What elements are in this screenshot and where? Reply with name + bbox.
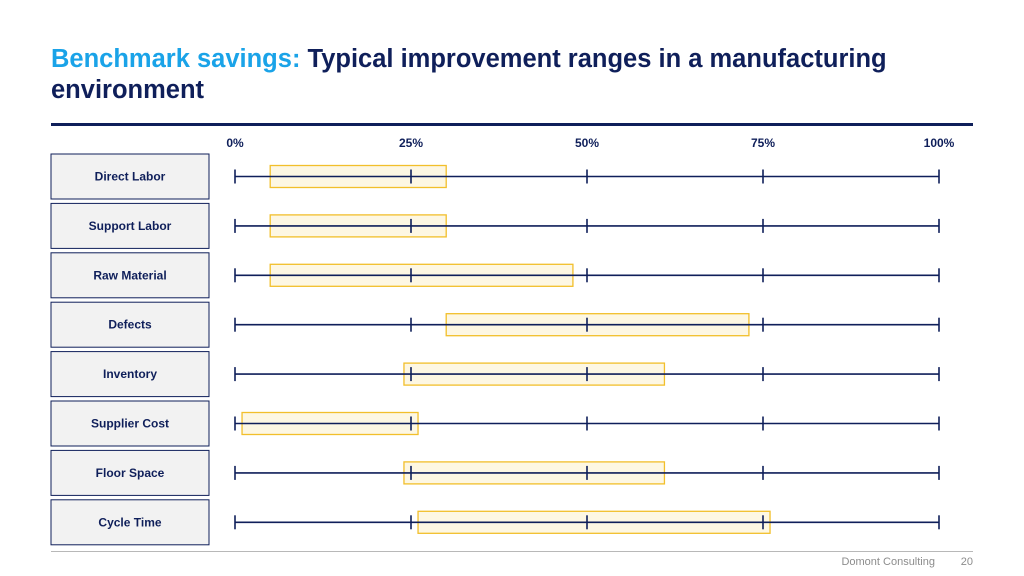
category-label: Direct Labor [95, 170, 166, 184]
category-label-box [50, 153, 210, 200]
x-tick-label: 0% [226, 136, 244, 150]
category-label: Defects [108, 318, 152, 332]
category-label: Raw Material [93, 268, 166, 282]
x-tick-label: 25% [399, 136, 423, 150]
category-label-box [50, 400, 210, 447]
footer-divider [51, 551, 973, 552]
x-tick-label: 75% [751, 136, 775, 150]
category-label-box [50, 202, 210, 249]
title-highlight: Benchmark savings: [51, 45, 301, 73]
title-rest: Typical improvement ranges in a manufact… [51, 45, 887, 104]
category-label-box [50, 252, 210, 299]
category-label: Cycle Time [98, 515, 161, 529]
category-label-box [50, 499, 210, 546]
category-label: Inventory [103, 367, 157, 381]
x-tick-label: 50% [575, 136, 599, 150]
category-label-box [50, 449, 210, 496]
category-label: Floor Space [96, 466, 165, 480]
page-number: 20 [960, 556, 973, 568]
category-label: Support Labor [89, 219, 172, 233]
page-title: Benchmark savings: Typical improvement r… [51, 44, 951, 106]
category-label-box [50, 301, 210, 348]
category-label: Supplier Cost [91, 417, 169, 431]
category-label-box [50, 351, 210, 398]
x-tick-label: 100% [924, 136, 955, 150]
footer-brand: Domont Consulting [841, 556, 935, 568]
title-divider [51, 123, 973, 126]
